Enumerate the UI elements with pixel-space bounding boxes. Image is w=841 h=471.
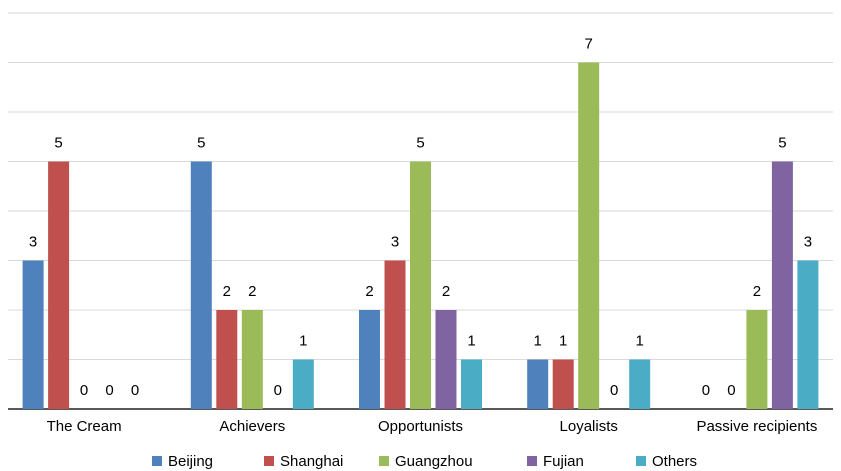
- bar: [578, 62, 600, 409]
- category-label: Passive recipients: [696, 418, 817, 435]
- data-label: 2: [248, 283, 256, 300]
- data-label: 7: [585, 36, 593, 53]
- data-label: 1: [534, 333, 542, 350]
- bars: [22, 62, 819, 409]
- data-label: 5: [778, 135, 786, 152]
- legend-label: Fujian: [543, 453, 584, 470]
- bar: [797, 260, 819, 409]
- bar: [461, 359, 482, 409]
- legend-swatch: [264, 456, 274, 466]
- data-label: 3: [29, 234, 37, 251]
- legend-swatch: [636, 456, 646, 466]
- bar: [216, 310, 238, 409]
- legend: Beijing Shanghai Guangzhou Fujian Others: [152, 453, 697, 470]
- legend-label: Shanghai: [280, 453, 343, 470]
- data-label: 0: [80, 382, 88, 399]
- category-label: Achievers: [219, 418, 285, 435]
- data-label: 5: [416, 135, 424, 152]
- data-label: 0: [610, 382, 618, 399]
- data-label: 0: [274, 382, 282, 399]
- bar: [629, 359, 651, 409]
- bar: [292, 359, 314, 409]
- data-label: 2: [753, 283, 761, 300]
- data-label: 3: [391, 234, 399, 251]
- data-label: 1: [467, 333, 475, 350]
- legend-label: Guangzhou: [395, 453, 473, 470]
- data-label: 0: [727, 382, 735, 399]
- category-label: Opportunists: [378, 418, 463, 435]
- legend-label: Others: [652, 453, 697, 470]
- bar: [746, 310, 768, 409]
- data-label: 1: [636, 333, 644, 350]
- legend-swatch: [527, 456, 537, 466]
- category-label: The Cream: [47, 418, 122, 435]
- category-label: Loyalists: [560, 418, 618, 435]
- bar: [552, 359, 574, 409]
- bar: [190, 161, 212, 409]
- bar: [410, 161, 431, 409]
- bar: [359, 310, 380, 409]
- legend-swatch: [379, 456, 389, 466]
- bar: [22, 260, 44, 409]
- data-label: 1: [299, 333, 307, 350]
- legend-label: Beijing: [168, 453, 213, 470]
- bar: [241, 310, 263, 409]
- data-label: 5: [197, 135, 205, 152]
- bar: [527, 359, 549, 409]
- category-labels: The Cream Achievers Opportunists Loyalists P…: [47, 418, 818, 435]
- data-label: 2: [442, 283, 450, 300]
- bar: [48, 161, 70, 409]
- data-label: 5: [54, 135, 62, 152]
- data-label: 0: [131, 382, 139, 399]
- data-label: 3: [804, 234, 812, 251]
- bar: [435, 310, 457, 409]
- bar: [384, 260, 406, 409]
- data-label: 2: [365, 283, 373, 300]
- data-label: 2: [223, 283, 231, 300]
- data-label: 0: [702, 382, 710, 399]
- data-label: 1: [559, 333, 567, 350]
- bar: [771, 161, 793, 409]
- data-label: 0: [105, 382, 113, 399]
- legend-swatch: [152, 456, 162, 466]
